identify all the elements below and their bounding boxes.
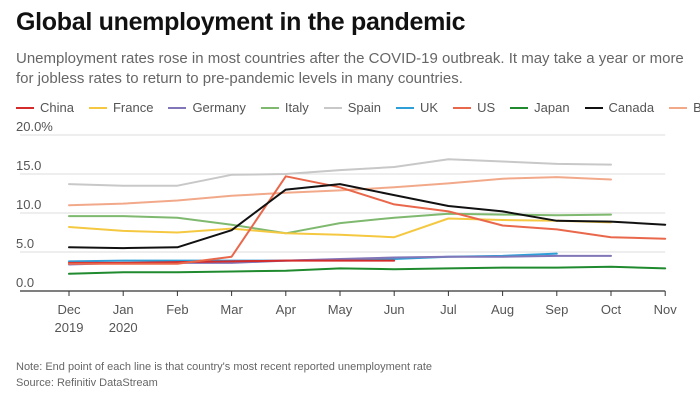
legend-item: Brazil <box>669 100 700 115</box>
chart-legend: China France Germany Italy Spain UK US Japan Can… <box>16 100 700 115</box>
series-line-japan <box>68 265 667 275</box>
legend-label: France <box>112 100 154 115</box>
legend-swatch <box>260 106 279 109</box>
legend-label: US <box>477 100 496 115</box>
x-tick-label: Jun <box>384 302 405 317</box>
legend-label: Italy <box>284 100 309 115</box>
legend-item: Germany <box>168 100 246 115</box>
legend-label: China <box>40 100 74 115</box>
legend-swatch <box>453 106 472 109</box>
x-tick-label: 2019 <box>55 320 84 335</box>
legend-swatch <box>510 106 529 109</box>
legend-item: France <box>88 100 154 115</box>
legend-item: Spain <box>323 100 381 115</box>
legend-swatch <box>396 106 414 109</box>
y-tick-label: 15.0 <box>16 158 41 173</box>
x-tick-label: Jul <box>440 302 457 317</box>
series-line-brazil <box>68 176 612 207</box>
legend-swatch <box>669 106 688 109</box>
x-tick-label: Dec <box>57 302 81 317</box>
legend-item: US <box>453 100 495 115</box>
series-line-spain <box>68 158 612 187</box>
y-tick-label: 10.0 <box>16 197 41 212</box>
legend-swatch <box>323 106 342 109</box>
legend-item: Japan <box>510 100 570 115</box>
y-tick-label: 5.0 <box>16 236 34 251</box>
legend-swatch <box>16 106 34 109</box>
x-tick-label: Feb <box>166 302 188 317</box>
legend-swatch <box>584 106 603 109</box>
source-note: Source: Refinitiv DataStream <box>16 377 158 389</box>
x-tick-label: May <box>328 302 353 317</box>
x-tick-label: Oct <box>601 302 622 317</box>
legend-item: Canada <box>584 100 655 115</box>
chart-subtitle: Unemployment rates rose in most countrie… <box>16 50 684 87</box>
legend-item: China <box>16 100 74 115</box>
chart-title: Global unemployment in the pandemic <box>16 8 466 36</box>
series-line-us <box>68 175 667 265</box>
legend-swatch <box>88 106 107 109</box>
x-tick-label: Aug <box>491 302 514 317</box>
x-tick-label: Apr <box>276 302 297 317</box>
legend-item: UK <box>396 100 438 115</box>
legend-label: Japan <box>534 100 570 115</box>
x-tick-label: Nov <box>654 302 678 317</box>
x-tick-label: 2020 <box>109 320 138 335</box>
legend-label: Canada <box>608 100 655 115</box>
legend-label: Spain <box>347 100 381 115</box>
legend-label: Brazil <box>693 100 700 115</box>
y-tick-label: 20.0% <box>16 119 53 134</box>
legend-label: Germany <box>192 100 246 115</box>
x-tick-label: Sep <box>545 302 568 317</box>
x-tick-label: Mar <box>220 302 243 317</box>
footnote: Note: End point of each line is that cou… <box>16 361 433 373</box>
series-line-canada <box>68 183 667 250</box>
legend-label: UK <box>420 100 439 115</box>
y-tick-label: 0.0 <box>16 275 34 290</box>
legend-swatch <box>168 106 187 109</box>
series-line-france <box>68 217 612 239</box>
x-tick-label: Jan <box>113 302 134 317</box>
legend-item: Italy <box>260 100 309 115</box>
